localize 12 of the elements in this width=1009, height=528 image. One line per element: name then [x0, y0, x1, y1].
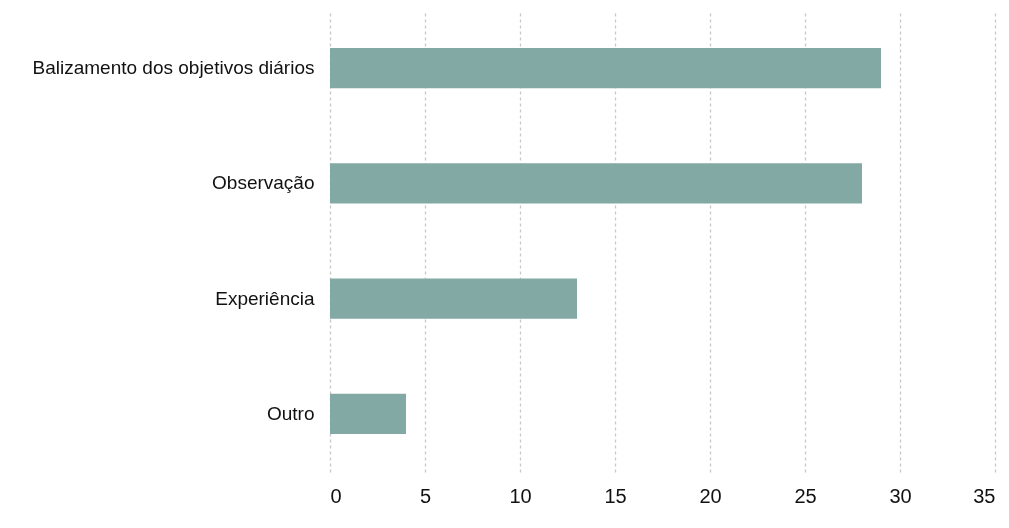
- x-tick-label: 15: [604, 484, 627, 507]
- x-tick-label: 10: [509, 484, 532, 507]
- x-tick-label: 35: [973, 484, 996, 507]
- y-tick-label: Observação: [212, 172, 315, 194]
- y-tick-label: Outro: [266, 402, 315, 424]
- x-tick-label: 5: [419, 484, 432, 507]
- y-tick-label: Balizamento dos objetivos diários: [32, 57, 315, 79]
- x-tick-label: 25: [794, 484, 817, 507]
- x-tick-label: 20: [699, 484, 722, 507]
- y-tick-label: Experiência: [215, 287, 315, 309]
- x-tick-label: 30: [889, 484, 912, 507]
- x-tick-label: 0: [330, 484, 342, 507]
